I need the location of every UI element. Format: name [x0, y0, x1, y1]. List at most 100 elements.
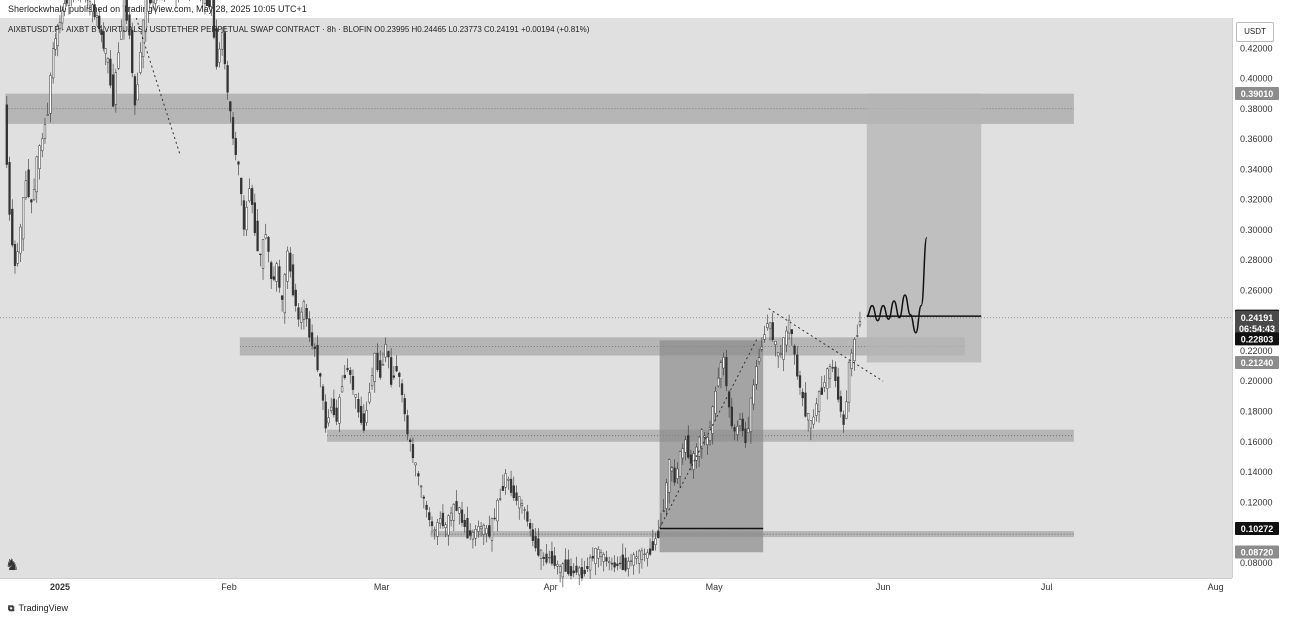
- candle-body: [56, 25, 59, 47]
- candle-body: [433, 529, 436, 532]
- candle-body: [594, 548, 597, 564]
- candle-body: [218, 48, 221, 63]
- candle-body: [545, 553, 548, 563]
- price-tick-label: 0.38000: [1240, 104, 1273, 114]
- candle-body: [493, 517, 496, 520]
- symbol-legend[interactable]: AIXBTUSDT.P · AIXBT BY VIRTUALS / USDTET…: [8, 25, 590, 34]
- candle-body: [583, 569, 586, 574]
- candle-body: [771, 322, 774, 340]
- candle-body: [537, 538, 540, 556]
- candle-body: [30, 199, 33, 203]
- candle-body: [499, 498, 502, 500]
- candle-body: [624, 557, 627, 571]
- candle-body: [100, 29, 103, 35]
- candle-body: [154, 0, 157, 4]
- candle-body: [13, 244, 17, 266]
- candle-body: [654, 538, 657, 545]
- publisher-text: Sherlockwhale published on TradingView.c…: [8, 4, 307, 14]
- price-tag: [1235, 545, 1279, 559]
- candle-body: [804, 392, 807, 417]
- candle-body: [122, 0, 126, 31]
- candle-body: [643, 553, 646, 555]
- candle-body: [27, 169, 30, 198]
- candle-body: [730, 406, 733, 427]
- candle-body: [572, 570, 575, 574]
- candle-body: [41, 138, 44, 152]
- candle-body: [151, 0, 155, 3]
- candle-body: [406, 415, 409, 435]
- candle-body: [681, 448, 684, 459]
- time-axis[interactable]: [0, 578, 1232, 597]
- candle-body: [120, 31, 123, 40]
- price-tag-label: 0.10272: [1241, 524, 1274, 534]
- candle-body: [441, 512, 445, 526]
- candle-body: [439, 518, 442, 524]
- time-tick-label: May: [706, 582, 724, 592]
- time-tick-label: Jun: [876, 582, 891, 592]
- candle-body: [203, 0, 207, 5]
- candle-body: [561, 563, 564, 578]
- candle-body: [558, 566, 562, 573]
- candle-body: [605, 557, 608, 562]
- candle-body: [226, 65, 229, 93]
- candle-body: [618, 562, 622, 565]
- price-tag: [1235, 310, 1279, 335]
- candle-body: [417, 473, 420, 477]
- candle-body: [278, 266, 281, 288]
- candle-body: [63, 3, 66, 12]
- candle-body: [379, 360, 382, 378]
- candle-body: [245, 206, 248, 231]
- candle-body: [485, 528, 488, 534]
- currency-unit-button[interactable]: USDT: [1236, 22, 1274, 42]
- candle-body: [528, 523, 532, 529]
- candle-body: [496, 499, 499, 522]
- candle-body: [387, 351, 390, 358]
- candle-body: [19, 226, 22, 254]
- candle-body: [815, 403, 818, 416]
- candle-body: [646, 552, 649, 559]
- candle-body: [509, 478, 513, 493]
- candle-body: [670, 467, 674, 472]
- price-tick-label: 0.12000: [1240, 497, 1273, 507]
- candle-body: [599, 552, 603, 558]
- candle-body: [357, 399, 360, 413]
- chart-tool-icon[interactable]: ♞: [5, 557, 20, 574]
- candle-body: [403, 398, 406, 415]
- candle-body: [449, 512, 453, 521]
- candle-body: [455, 501, 458, 511]
- candle-body: [46, 114, 49, 116]
- candle-body: [629, 560, 633, 562]
- candle-body: [578, 567, 581, 576]
- candle-body: [343, 374, 346, 378]
- countdown-label: 06:54:43: [1239, 324, 1275, 334]
- candle-body: [376, 352, 379, 370]
- candle-body: [139, 51, 142, 73]
- price-tag-label: 0.08720: [1241, 547, 1274, 557]
- candle-body: [395, 365, 398, 372]
- candle-body: [668, 459, 671, 493]
- candle-body: [98, 15, 101, 29]
- candle-body: [801, 391, 804, 399]
- candle-body: [106, 57, 110, 63]
- tradingview-footer: ⧉ TradingView: [8, 603, 68, 614]
- candle-body: [324, 401, 327, 429]
- candle-body: [831, 367, 834, 369]
- candle-body: [452, 503, 455, 521]
- candle-body: [102, 31, 105, 49]
- price-axis[interactable]: [1232, 18, 1292, 578]
- candle-body: [215, 28, 218, 67]
- candle-body: [264, 234, 267, 239]
- candle-body: [422, 496, 425, 499]
- candle-body: [796, 354, 799, 377]
- candle-body: [411, 444, 415, 459]
- candle-body: [766, 323, 769, 328]
- candle-body: [24, 180, 28, 198]
- footer-brand: TradingView: [18, 603, 68, 613]
- candle-body: [384, 344, 387, 358]
- candle-body: [520, 503, 524, 506]
- candle-body: [809, 420, 813, 429]
- candle-body: [458, 507, 461, 514]
- candle-body: [651, 541, 654, 551]
- candle-body: [335, 407, 338, 422]
